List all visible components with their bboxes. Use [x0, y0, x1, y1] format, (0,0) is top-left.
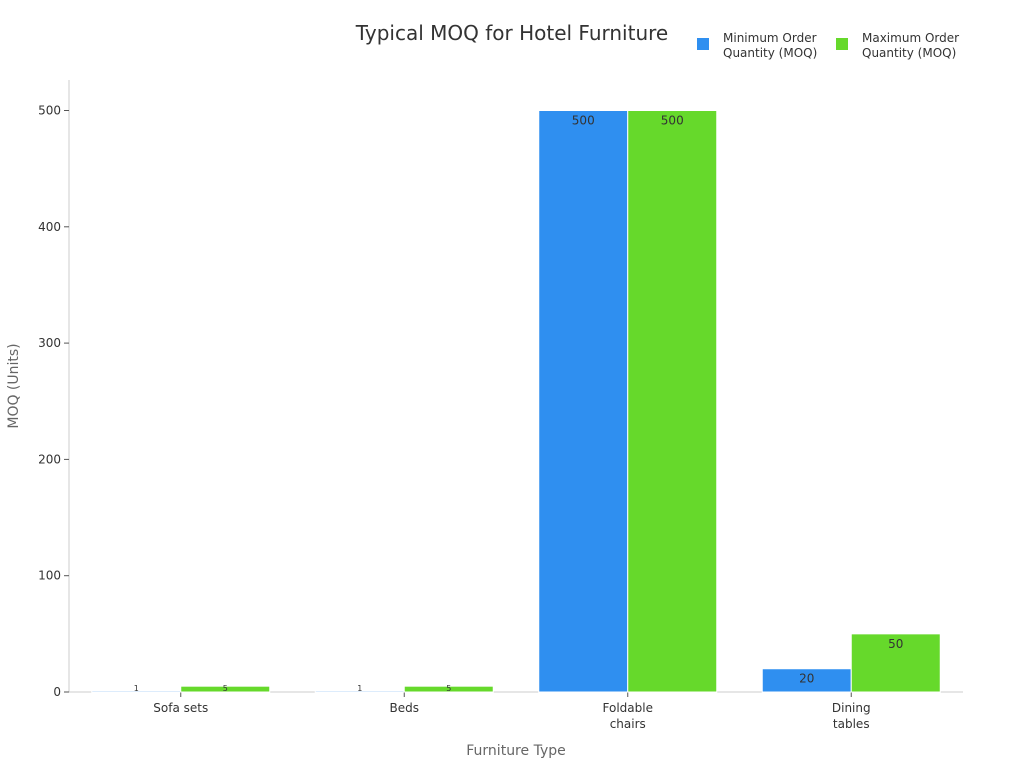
y-tick-label: 100	[38, 569, 61, 583]
bar-max-sofa-sets	[180, 685, 271, 693]
legend-item-maximum: Maximum Order Quantity (MOQ)	[836, 31, 959, 60]
bar-value-label: 5	[223, 684, 228, 693]
x-axis-title: Furniture Type	[466, 743, 565, 759]
x-axis: Sofa sets Beds Foldable chairs Dining tables	[69, 691, 963, 731]
bar-max-foldable-chairs	[627, 110, 718, 693]
x-tick-label: Dining tables	[832, 701, 871, 731]
legend-swatch	[697, 38, 709, 50]
legend-item-minimum: Minimum Order Quantity (MOQ)	[697, 31, 817, 60]
bar-value-label: 500	[661, 114, 684, 128]
x-tick-label: Sofa sets	[153, 701, 208, 715]
y-tick-label: 0	[53, 685, 61, 699]
x-tick-label: Beds	[390, 701, 419, 715]
bar-value-label: 1	[357, 684, 362, 693]
y-tick-label: 200	[38, 452, 61, 466]
y-tick-label: 300	[38, 336, 61, 350]
y-tick-label: 500	[38, 104, 61, 118]
bar-value-label: 5	[446, 684, 451, 693]
y-tick-label: 400	[38, 220, 61, 234]
bar-max-dining-tables	[850, 633, 941, 693]
y-axis: 0 100 200 300 400 500	[38, 80, 70, 699]
y-axis-title: MOQ (Units)	[6, 343, 22, 428]
chart-title: Typical MOQ for Hotel Furniture	[355, 21, 668, 45]
legend-swatch	[836, 38, 848, 50]
bar-value-label: 500	[572, 114, 595, 128]
bar-value-label: 1	[134, 684, 139, 693]
bars	[91, 110, 941, 693]
x-tick-label: Foldable chairs	[603, 701, 653, 731]
bar-min-foldable-chairs	[538, 110, 629, 693]
bar-max-beds	[403, 685, 494, 693]
legend-label: Maximum Order Quantity (MOQ)	[862, 31, 959, 60]
legend: Minimum Order Quantity (MOQ) Maximum Order…	[697, 31, 959, 60]
bar-value-label: 20	[799, 672, 814, 686]
legend-label: Minimum Order Quantity (MOQ)	[723, 31, 817, 60]
bar-value-label: 50	[888, 637, 903, 651]
data-labels: 1 5 1 5 500 500 20 50	[134, 114, 904, 694]
